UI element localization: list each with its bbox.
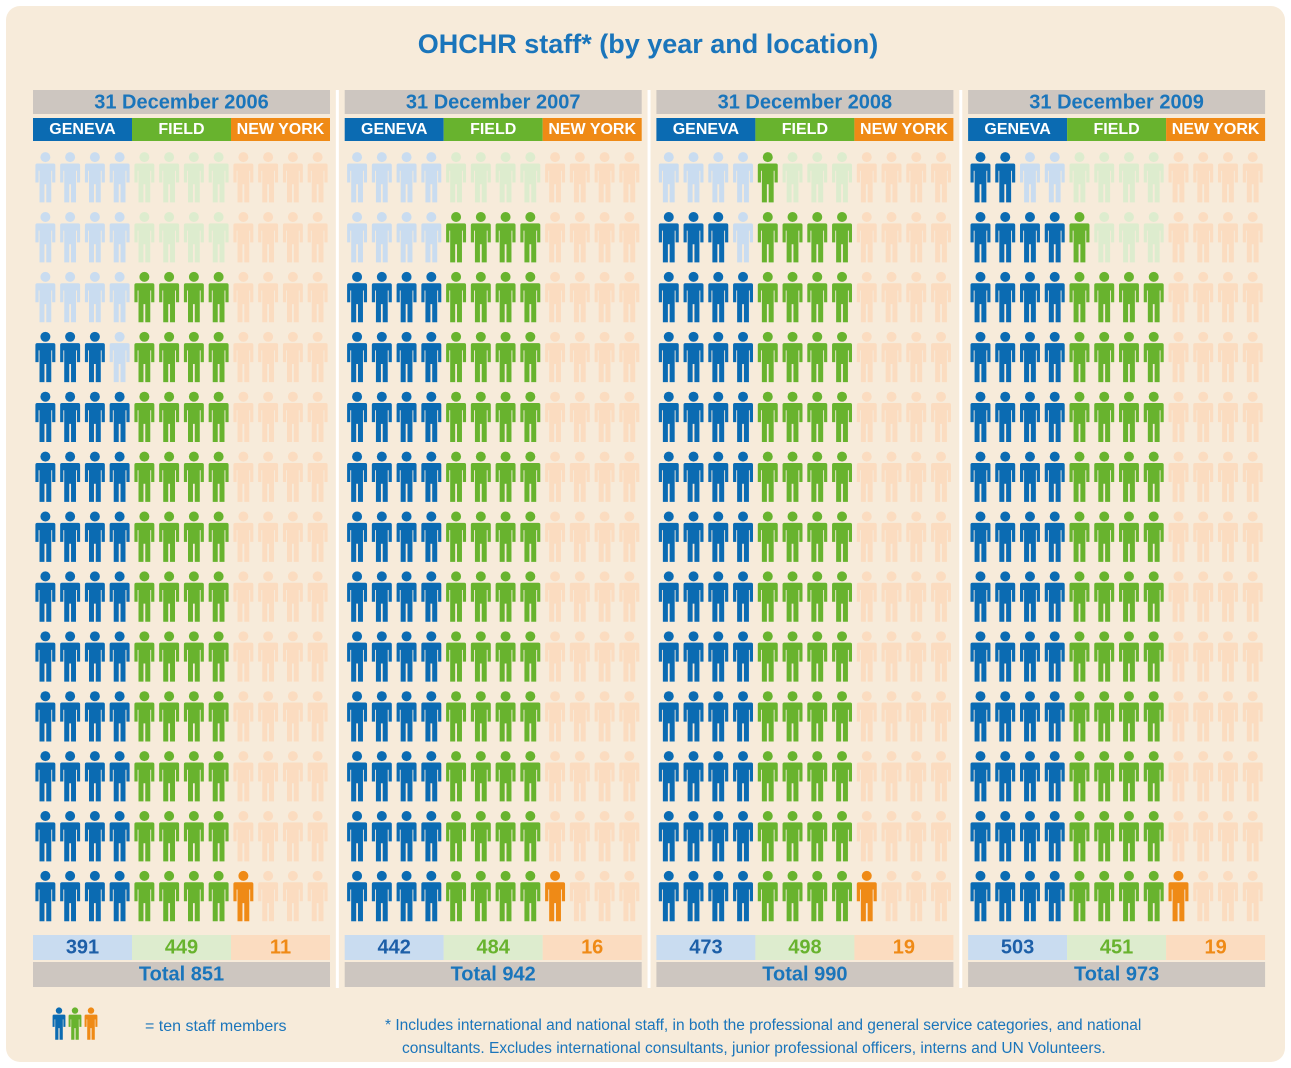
value-bar bbox=[1067, 935, 1167, 960]
category-bar bbox=[854, 118, 954, 141]
category-bar bbox=[231, 118, 330, 141]
value-label: 391 bbox=[66, 936, 99, 958]
category-bar bbox=[132, 118, 231, 141]
value-label: 442 bbox=[378, 936, 411, 958]
value-bar bbox=[755, 935, 855, 960]
category-bar bbox=[656, 118, 756, 141]
value-label: 451 bbox=[1100, 936, 1133, 958]
value-bar bbox=[344, 935, 444, 960]
value-bar bbox=[656, 935, 756, 960]
category-bar bbox=[755, 118, 855, 141]
panel-title: 31 December 2008 bbox=[718, 91, 893, 113]
panel-header bbox=[344, 90, 642, 114]
total-label: Total 973 bbox=[1074, 963, 1159, 985]
footnote: consultants. Excludes international cons… bbox=[402, 1040, 1106, 1057]
category-label: GENEVA bbox=[49, 121, 116, 138]
category-label: NEW YORK bbox=[548, 121, 636, 138]
value-label: 449 bbox=[165, 936, 198, 958]
value-bar bbox=[1166, 935, 1266, 960]
value-bar bbox=[968, 935, 1068, 960]
category-label: GENEVA bbox=[673, 121, 740, 138]
category-bar bbox=[443, 118, 543, 141]
chart-title: OHCHR staff* (by year and location) bbox=[418, 29, 879, 59]
background bbox=[6, 6, 1285, 1062]
panel-header bbox=[33, 90, 330, 114]
panel-title: 31 December 2006 bbox=[94, 91, 269, 113]
value-bar bbox=[854, 935, 954, 960]
value-bar bbox=[33, 935, 132, 960]
legend-label: = ten staff members bbox=[145, 1018, 287, 1035]
panel-header bbox=[968, 90, 1266, 114]
panel-title: 31 December 2007 bbox=[406, 91, 581, 113]
category-label: NEW YORK bbox=[1172, 121, 1260, 138]
value-label: 484 bbox=[477, 936, 511, 958]
value-label: 473 bbox=[689, 936, 722, 958]
category-bar bbox=[542, 118, 642, 141]
category-label: GENEVA bbox=[361, 121, 428, 138]
total-bar bbox=[656, 962, 954, 987]
category-label: FIELD bbox=[470, 121, 516, 138]
total-bar bbox=[344, 962, 642, 987]
total-label: Total 990 bbox=[762, 963, 847, 985]
value-label: 498 bbox=[788, 936, 821, 958]
category-label: FIELD bbox=[1093, 121, 1139, 138]
category-label: FIELD bbox=[782, 121, 828, 138]
total-label: Total 851 bbox=[139, 963, 224, 985]
value-bar bbox=[443, 935, 543, 960]
total-label: Total 942 bbox=[451, 963, 536, 985]
value-bar bbox=[231, 935, 330, 960]
panel-title: 31 December 2009 bbox=[1029, 91, 1204, 113]
total-bar bbox=[33, 962, 330, 987]
category-bar bbox=[1067, 118, 1167, 141]
value-bar bbox=[542, 935, 642, 960]
value-label: 16 bbox=[581, 936, 603, 958]
footnote: * Includes international and national st… bbox=[385, 1017, 1141, 1034]
category-bar bbox=[33, 118, 132, 141]
category-label: NEW YORK bbox=[237, 121, 325, 138]
value-label: 19 bbox=[893, 936, 915, 958]
value-label: 503 bbox=[1001, 936, 1034, 958]
value-label: 19 bbox=[1204, 936, 1226, 958]
category-label: NEW YORK bbox=[860, 121, 948, 138]
category-bar bbox=[968, 118, 1068, 141]
value-label: 11 bbox=[270, 936, 291, 958]
value-bar bbox=[132, 935, 231, 960]
category-bar bbox=[344, 118, 444, 141]
category-label: GENEVA bbox=[984, 121, 1051, 138]
total-bar bbox=[968, 962, 1266, 987]
category-bar bbox=[1166, 118, 1266, 141]
panel-header bbox=[656, 90, 954, 114]
category-label: FIELD bbox=[158, 121, 204, 138]
